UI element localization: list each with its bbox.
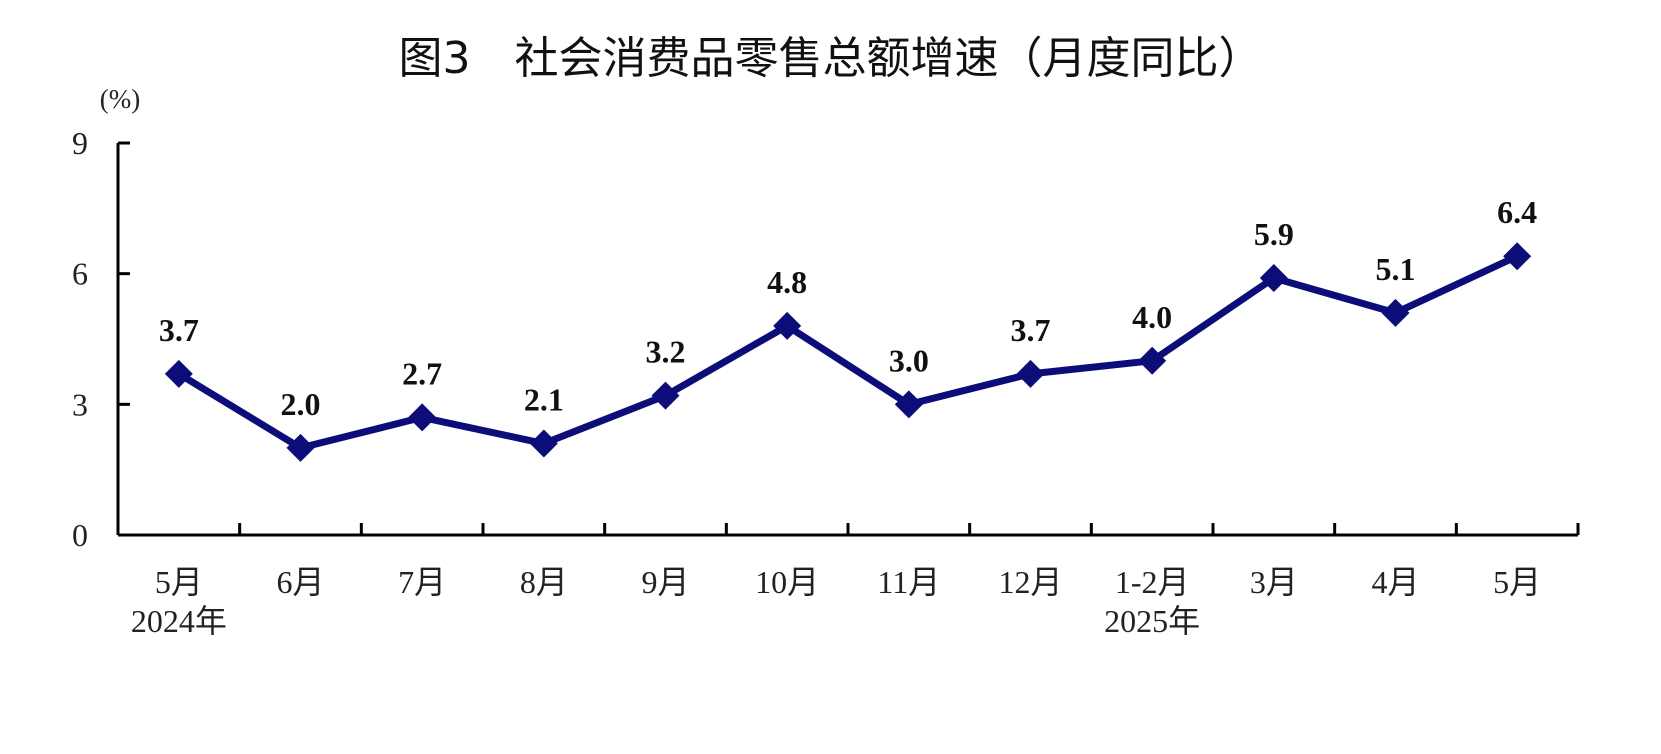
data-point-marker bbox=[1259, 264, 1288, 293]
x-tick-label: 3月 bbox=[1250, 564, 1298, 600]
data-point-marker bbox=[773, 311, 802, 340]
x-tick-label: 12月 bbox=[998, 564, 1062, 600]
data-label: 3.0 bbox=[889, 342, 929, 378]
chart-title: 图3 社会消费品零售总额增速（月度同比） bbox=[398, 33, 1263, 84]
y-axis-unit-label: (%) bbox=[100, 84, 140, 114]
data-label: 5.9 bbox=[1254, 216, 1294, 252]
y-tick-label: 9 bbox=[72, 125, 88, 161]
data-point-marker bbox=[1016, 359, 1045, 388]
data-point-marker bbox=[894, 390, 923, 419]
x-tick-label: 1-2月 bbox=[1115, 564, 1190, 600]
axes: (%) bbox=[100, 84, 1578, 537]
data-label: 3.2 bbox=[646, 334, 686, 370]
data-labels: 3.7 2.0 2.7 2.1 3.2 4.8 3.0 3.7 4.0 5.9 5.1 6.4 bbox=[159, 194, 1537, 422]
x-tick-label: 11月 bbox=[877, 564, 940, 600]
x-tick-label: 8月 bbox=[520, 564, 568, 600]
series-layer bbox=[164, 242, 1532, 462]
series-line bbox=[175, 252, 1521, 452]
y-tick-label: 6 bbox=[72, 256, 88, 292]
data-point-marker bbox=[1503, 242, 1532, 271]
data-point-marker bbox=[408, 403, 437, 432]
y-tick-label: 0 bbox=[72, 517, 88, 553]
data-label: 4.0 bbox=[1132, 299, 1172, 335]
x-tick-label: 5月 bbox=[155, 564, 203, 600]
data-label: 2.0 bbox=[281, 386, 321, 422]
data-label: 6.4 bbox=[1497, 194, 1537, 230]
data-point-marker bbox=[1138, 346, 1167, 375]
data-label: 2.7 bbox=[402, 355, 442, 391]
data-label: 4.8 bbox=[767, 264, 807, 300]
data-point-marker bbox=[651, 381, 680, 410]
y-tick-label: 3 bbox=[72, 386, 88, 422]
data-point-marker bbox=[164, 359, 193, 388]
data-label: 2.1 bbox=[524, 382, 564, 418]
data-point-marker bbox=[1381, 298, 1410, 327]
data-label: 5.1 bbox=[1376, 251, 1416, 287]
x-year-label: 2025年 bbox=[1104, 603, 1200, 639]
x-tick-label: 9月 bbox=[641, 564, 689, 600]
y-axis-ticks: 0 3 6 9 bbox=[72, 125, 130, 553]
x-year-label: 2024年 bbox=[131, 603, 227, 639]
data-label: 3.7 bbox=[159, 312, 199, 348]
data-label: 3.7 bbox=[1011, 312, 1051, 348]
x-tick-label: 4月 bbox=[1371, 564, 1419, 600]
x-tick-label: 7月 bbox=[398, 564, 446, 600]
x-tick-label: 6月 bbox=[276, 564, 324, 600]
data-point-marker bbox=[286, 433, 315, 462]
x-tick-label: 10月 bbox=[755, 564, 819, 600]
data-point-marker bbox=[529, 429, 558, 458]
x-tick-label: 5月 bbox=[1493, 564, 1541, 600]
